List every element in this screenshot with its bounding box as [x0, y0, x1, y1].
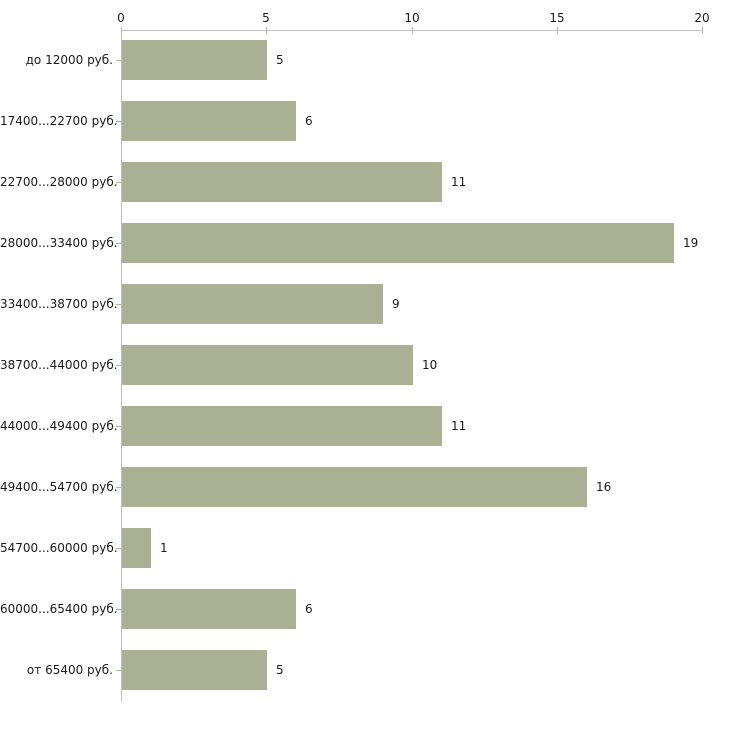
- value-label: 5: [276, 53, 284, 67]
- y-tick-mark: [116, 182, 121, 183]
- bar: [122, 650, 267, 690]
- x-tick-mark: [557, 27, 558, 34]
- category-label: 38700...44000 руб.: [0, 358, 118, 372]
- x-tick-mark: [121, 27, 122, 34]
- category-label: от 65400 руб.: [26, 663, 113, 677]
- value-label: 6: [305, 602, 313, 616]
- y-tick-mark: [116, 365, 121, 366]
- bar: [122, 101, 296, 141]
- bar: [122, 345, 413, 385]
- y-tick-mark: [116, 121, 121, 122]
- value-label: 10: [422, 358, 438, 372]
- category-label: 49400...54700 руб.: [0, 480, 118, 494]
- category-label: до 12000 руб.: [25, 53, 113, 67]
- y-tick-mark: [116, 609, 121, 610]
- category-label: 54700...60000 руб.: [0, 541, 118, 555]
- bar: [122, 406, 442, 446]
- bar: [122, 284, 383, 324]
- y-tick-mark: [116, 426, 121, 427]
- y-tick-mark: [116, 60, 121, 61]
- value-label: 11: [451, 175, 467, 189]
- y-tick-mark: [116, 487, 121, 488]
- category-label: 22700...28000 руб.: [0, 175, 118, 189]
- y-tick-mark: [116, 670, 121, 671]
- x-tick-mark: [412, 27, 413, 34]
- value-label: 1: [160, 541, 168, 555]
- category-label: 44000...49400 руб.: [0, 419, 118, 433]
- category-label: 33400...38700 руб.: [0, 297, 118, 311]
- bar: [122, 589, 296, 629]
- value-label: 6: [305, 114, 313, 128]
- bar: [122, 162, 442, 202]
- x-tick-mark: [266, 27, 267, 34]
- x-tick-label: 10: [404, 11, 420, 25]
- value-label: 16: [596, 480, 612, 494]
- x-tick-label: 0: [117, 11, 125, 25]
- value-label: 9: [392, 297, 400, 311]
- bar: [122, 467, 587, 507]
- y-tick-mark: [116, 548, 121, 549]
- y-axis-line: [121, 30, 122, 702]
- x-tick-mark: [702, 27, 703, 34]
- bar: [122, 223, 674, 263]
- category-label: 60000...65400 руб.: [0, 602, 118, 616]
- x-tick-label: 5: [262, 11, 270, 25]
- bar: [122, 40, 267, 80]
- y-tick-mark: [116, 304, 121, 305]
- x-tick-label: 20: [694, 11, 710, 25]
- value-label: 5: [276, 663, 284, 677]
- x-axis-line: [121, 30, 702, 31]
- x-tick-label: 15: [549, 11, 565, 25]
- category-label: 17400...22700 руб.: [0, 114, 118, 128]
- value-label: 11: [451, 419, 467, 433]
- category-label: 28000...33400 руб.: [0, 236, 118, 250]
- bar: [122, 528, 151, 568]
- value-label: 19: [683, 236, 699, 250]
- y-tick-mark: [116, 243, 121, 244]
